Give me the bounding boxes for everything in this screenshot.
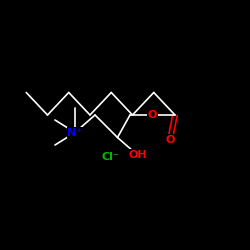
Text: N⁺: N⁺ [68,128,82,138]
Text: OH: OH [128,150,147,160]
Text: O: O [165,135,175,145]
Text: Cl⁻: Cl⁻ [101,152,119,162]
Text: O: O [148,110,157,120]
